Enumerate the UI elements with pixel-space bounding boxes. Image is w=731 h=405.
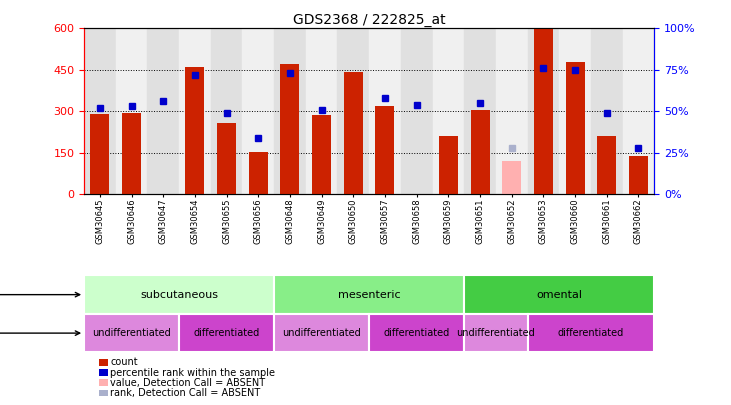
Bar	[566, 62, 585, 194]
Bar	[496, 28, 528, 194]
Bar	[528, 314, 654, 352]
Title: GDS2368 / 222825_at: GDS2368 / 222825_at	[293, 13, 445, 27]
Bar	[249, 151, 268, 194]
Bar	[179, 28, 211, 194]
Text: differentiated: differentiated	[384, 328, 450, 338]
Bar	[186, 67, 205, 194]
Bar	[369, 28, 401, 194]
Bar	[306, 28, 338, 194]
Text: value, Detection Call = ABSENT: value, Detection Call = ABSENT	[110, 378, 265, 388]
Text: undifferentiated: undifferentiated	[92, 328, 171, 338]
Bar	[91, 114, 110, 194]
Bar	[534, 28, 553, 194]
Bar	[559, 28, 591, 194]
Bar	[623, 28, 654, 194]
Bar	[464, 28, 496, 194]
Bar	[312, 115, 331, 194]
Bar	[84, 28, 115, 194]
Bar	[629, 156, 648, 194]
Bar	[471, 110, 490, 194]
Bar	[401, 28, 433, 194]
Bar	[217, 123, 236, 194]
Bar	[243, 28, 274, 194]
Bar	[344, 72, 363, 194]
Bar	[84, 275, 274, 314]
Bar	[597, 136, 616, 194]
Bar	[376, 107, 395, 194]
Bar	[148, 28, 179, 194]
Bar	[464, 275, 654, 314]
Text: development stage: development stage	[0, 328, 80, 338]
Bar	[369, 314, 464, 352]
Bar	[528, 28, 559, 194]
Bar	[338, 28, 369, 194]
Bar	[84, 314, 179, 352]
Text: omental: omental	[537, 290, 582, 300]
Text: rank, Detection Call = ABSENT: rank, Detection Call = ABSENT	[110, 388, 261, 398]
Bar	[179, 314, 274, 352]
Text: count: count	[110, 358, 138, 367]
Text: differentiated: differentiated	[558, 328, 624, 338]
Bar	[591, 28, 623, 194]
Bar	[115, 28, 148, 194]
Bar	[502, 161, 521, 194]
Text: differentiated: differentiated	[194, 328, 260, 338]
Text: subcutaneous: subcutaneous	[140, 290, 218, 300]
Bar	[439, 136, 458, 194]
Bar	[281, 64, 300, 194]
Bar	[274, 275, 464, 314]
Text: undifferentiated: undifferentiated	[456, 328, 535, 338]
Text: undifferentiated: undifferentiated	[282, 328, 361, 338]
Bar	[211, 28, 243, 194]
Text: mesenteric: mesenteric	[338, 290, 401, 300]
Bar	[274, 28, 306, 194]
Text: tissue: tissue	[0, 290, 80, 300]
Bar	[433, 28, 464, 194]
Bar	[464, 314, 528, 352]
Bar	[274, 314, 369, 352]
Bar	[122, 113, 141, 194]
Text: percentile rank within the sample: percentile rank within the sample	[110, 368, 276, 377]
